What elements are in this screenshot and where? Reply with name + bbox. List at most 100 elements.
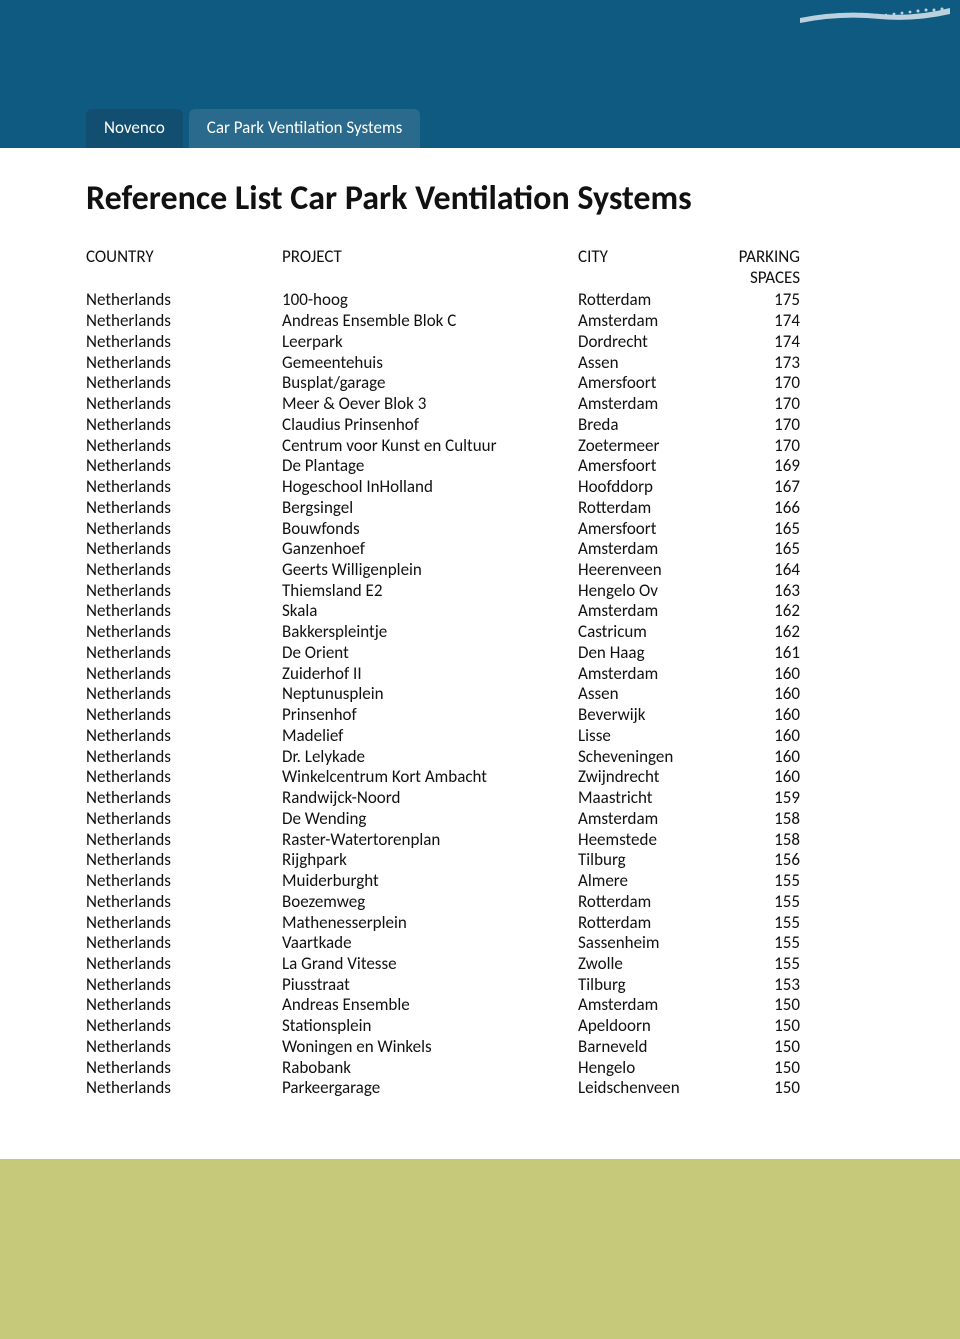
cell-city: Scheveningen [578,747,723,768]
cell-country: Netherlands [86,436,282,457]
cell-project: Gemeentehuis [282,353,578,374]
cell-city: Zwolle [578,954,723,975]
cell-city: Amsterdam [578,394,723,415]
cell-spaces: 150 [723,995,874,1016]
cell-project: Bouwfonds [282,519,578,540]
cell-spaces: 162 [723,601,874,622]
cell-city: Amersfoort [578,373,723,394]
cell-spaces: 158 [723,830,874,851]
cell-city: Zwijndrecht [578,767,723,788]
cell-spaces: 160 [723,747,874,768]
cell-spaces: 166 [723,498,874,519]
cell-country: Netherlands [86,1058,282,1079]
cell-project: Andreas Ensemble Blok C [282,311,578,332]
table-row: NetherlandsMeer & Oever Blok 3Amsterdam1… [86,394,874,415]
cell-country: Netherlands [86,975,282,996]
cell-spaces: 170 [723,415,874,436]
cell-city: Rotterdam [578,892,723,913]
cell-project: La Grand Vitesse [282,954,578,975]
cell-project: Thiemsland E2 [282,581,578,602]
tab-section-label: Car Park Ventilation Systems [207,117,402,138]
cell-city: Tilburg [578,975,723,996]
cell-city: Amsterdam [578,809,723,830]
table-row: NetherlandsDr. LelykadeScheveningen160 [86,747,874,768]
cell-spaces: 162 [723,622,874,643]
table-row: NetherlandsLeerparkDordrecht174 [86,332,874,353]
cell-country: Netherlands [86,892,282,913]
table-row: NetherlandsGeerts WilligenpleinHeerenvee… [86,560,874,581]
table-row: NetherlandsBusplat/garageAmersfoort170 [86,373,874,394]
cell-project: Zuiderhof II [282,664,578,685]
cell-city: Rotterdam [578,290,723,311]
cell-project: De Wending [282,809,578,830]
cell-project: Geerts Willigenplein [282,560,578,581]
cell-city: Barneveld [578,1037,723,1058]
cell-country: Netherlands [86,560,282,581]
cell-country: Netherlands [86,1037,282,1058]
cell-spaces: 160 [723,726,874,747]
cell-spaces: 161 [723,643,874,664]
cell-project: Piusstraat [282,975,578,996]
cell-spaces: 150 [723,1078,874,1099]
cell-spaces: 164 [723,560,874,581]
cell-city: Castricum [578,622,723,643]
cell-country: Netherlands [86,684,282,705]
cell-city: Heerenveen [578,560,723,581]
cell-city: Amsterdam [578,995,723,1016]
cell-city: Amsterdam [578,601,723,622]
cell-spaces: 150 [723,1016,874,1037]
table-row: NetherlandsDe PlantageAmersfoort169 [86,456,874,477]
cell-project: Prinsenhof [282,705,578,726]
cell-city: Hengelo [578,1058,723,1079]
cell-city: Lisse [578,726,723,747]
cell-project: Woningen en Winkels [282,1037,578,1058]
cell-project: Claudius Prinsenhof [282,415,578,436]
col-header-project: PROJECT [282,247,578,288]
cell-project: Skala [282,601,578,622]
cell-spaces: 165 [723,519,874,540]
cell-country: Netherlands [86,830,282,851]
cell-city: Rotterdam [578,913,723,934]
cell-country: Netherlands [86,477,282,498]
cell-country: Netherlands [86,767,282,788]
cell-city: Assen [578,353,723,374]
cell-city: Amsterdam [578,539,723,560]
table-row: NetherlandsMuiderburghtAlmere155 [86,871,874,892]
cell-spaces: 170 [723,436,874,457]
cell-spaces: 170 [723,373,874,394]
table-row: NetherlandsDe WendingAmsterdam158 [86,809,874,830]
cell-project: Busplat/garage [282,373,578,394]
cell-city: Breda [578,415,723,436]
cell-project: Rabobank [282,1058,578,1079]
cell-project: De Plantage [282,456,578,477]
cell-spaces: 169 [723,456,874,477]
cell-project: Randwijck-Noord [282,788,578,809]
cell-spaces: 160 [723,684,874,705]
cell-city: Amersfoort [578,456,723,477]
cell-country: Netherlands [86,601,282,622]
content-area: Reference List Car Park Ventilation Syst… [0,148,960,1099]
cell-country: Netherlands [86,809,282,830]
cell-project: Raster-Watertorenplan [282,830,578,851]
table-row: NetherlandsNeptunuspleinAssen160 [86,684,874,705]
cell-country: Netherlands [86,519,282,540]
cell-city: Hoofddorp [578,477,723,498]
table-row: NetherlandsStationspleinApeldoorn150 [86,1016,874,1037]
cell-city: Zoetermeer [578,436,723,457]
cell-project: Mathenesserplein [282,913,578,934]
cell-country: Netherlands [86,747,282,768]
tab-row: Novenco Car Park Ventilation Systems [86,109,420,148]
footer-block [0,1159,960,1339]
header-decoration-icon [800,4,950,31]
cell-country: Netherlands [86,850,282,871]
cell-country: Netherlands [86,332,282,353]
cell-project: De Orient [282,643,578,664]
cell-country: Netherlands [86,705,282,726]
table-row: NetherlandsWoningen en WinkelsBarneveld1… [86,1037,874,1058]
cell-spaces: 153 [723,975,874,996]
cell-city: Heemstede [578,830,723,851]
cell-city: Tilburg [578,850,723,871]
table-row: NetherlandsParkeergarageLeidschenveen150 [86,1078,874,1099]
table-header-row: COUNTRY PROJECT CITY PARKING SPACES [86,247,874,288]
cell-city: Amsterdam [578,664,723,685]
